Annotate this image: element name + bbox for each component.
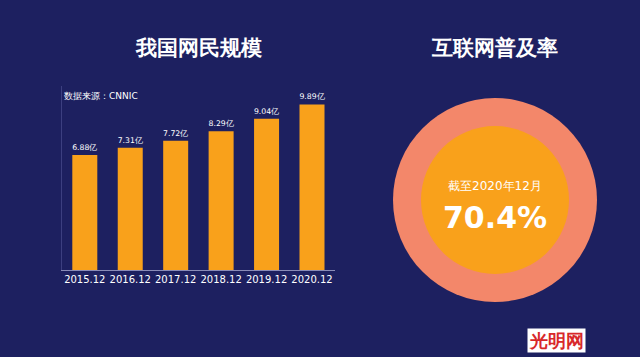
svg-text:截至2020年12月: 截至2020年12月 bbox=[448, 179, 542, 193]
svg-text:光明网: 光明网 bbox=[529, 330, 584, 351]
svg-text:2015.12: 2015.12 bbox=[64, 274, 105, 285]
svg-text:7.72亿: 7.72亿 bbox=[163, 129, 188, 138]
svg-text:8.29亿: 8.29亿 bbox=[209, 119, 234, 128]
svg-text:9.89亿: 9.89亿 bbox=[299, 92, 324, 101]
svg-text:2019.12: 2019.12 bbox=[246, 274, 287, 285]
svg-text:2018.12: 2018.12 bbox=[200, 274, 241, 285]
svg-text:7.31亿: 7.31亿 bbox=[118, 136, 143, 145]
svg-text:9.04亿: 9.04亿 bbox=[254, 107, 279, 116]
svg-text:2016.12: 2016.12 bbox=[110, 274, 151, 285]
svg-text:2017.12: 2017.12 bbox=[155, 274, 196, 285]
svg-text:6.88亿: 6.88亿 bbox=[72, 143, 97, 152]
svg-text:2020.12: 2020.12 bbox=[291, 274, 332, 285]
svg-text:70.4%: 70.4% bbox=[443, 200, 547, 235]
svg-text:数据来源：CNNIC: 数据来源：CNNIC bbox=[64, 91, 138, 101]
svg-text:我国网民规模: 我国网民规模 bbox=[135, 36, 262, 60]
svg-text:互联网普及率: 互联网普及率 bbox=[431, 36, 558, 60]
